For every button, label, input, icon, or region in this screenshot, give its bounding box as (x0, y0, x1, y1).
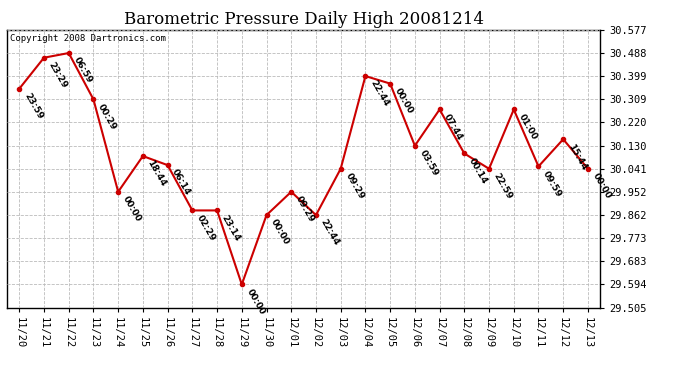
Text: 23:29: 23:29 (47, 60, 69, 90)
Text: 00:00: 00:00 (591, 171, 613, 200)
Text: 00:29: 00:29 (96, 102, 118, 131)
Text: 06:59: 06:59 (72, 56, 94, 85)
Text: 15:44: 15:44 (566, 142, 588, 171)
Text: 18:44: 18:44 (146, 159, 168, 188)
Text: 22:44: 22:44 (319, 218, 341, 248)
Text: 07:44: 07:44 (442, 112, 464, 142)
Text: 09:29: 09:29 (294, 195, 316, 224)
Text: 00:00: 00:00 (393, 86, 415, 115)
Text: 00:00: 00:00 (244, 287, 266, 316)
Text: 22:44: 22:44 (368, 79, 391, 108)
Text: Copyright 2008 Dartronics.com: Copyright 2008 Dartronics.com (10, 34, 166, 43)
Text: 09:29: 09:29 (344, 171, 366, 201)
Text: 06:14: 06:14 (170, 168, 193, 197)
Title: Barometric Pressure Daily High 20081214: Barometric Pressure Daily High 20081214 (124, 12, 484, 28)
Text: 23:59: 23:59 (22, 92, 44, 121)
Text: 23:14: 23:14 (220, 213, 242, 243)
Text: 02:29: 02:29 (195, 213, 217, 243)
Text: 22:59: 22:59 (492, 171, 514, 201)
Text: 00:14: 00:14 (467, 156, 489, 185)
Text: 01:00: 01:00 (517, 112, 538, 141)
Text: 09:59: 09:59 (541, 169, 564, 199)
Text: 03:59: 03:59 (417, 148, 440, 178)
Text: 00:00: 00:00 (269, 218, 291, 247)
Text: 00:00: 00:00 (121, 195, 143, 224)
